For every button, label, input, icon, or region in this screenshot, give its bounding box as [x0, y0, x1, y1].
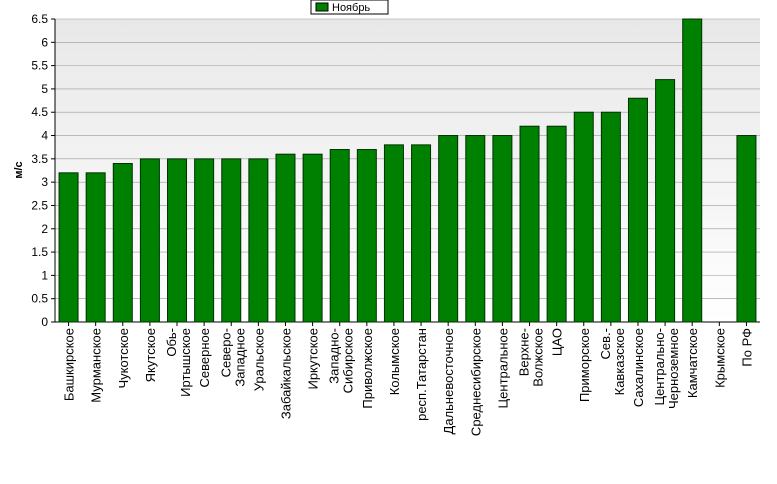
x-tick-label: Уральское: [251, 328, 266, 391]
x-tick-label-line: Иртышское: [178, 328, 193, 397]
x-tick-label: Якутское: [143, 328, 158, 382]
legend-label: Ноябрь: [332, 2, 370, 14]
y-tick-label: 5.5: [31, 59, 48, 73]
x-tick-label-line: Сев.-: [598, 328, 613, 359]
y-tick-label: 1.5: [31, 245, 48, 259]
x-tick-label: Сев.-Кавказское: [598, 328, 627, 395]
bar: [627, 97, 648, 323]
x-tick-label: Сахалинское: [631, 328, 646, 407]
bar: [85, 172, 106, 323]
bar: [519, 125, 540, 323]
bar: [356, 149, 377, 323]
bar: [302, 153, 323, 323]
bar: [682, 18, 703, 323]
bar: [573, 111, 594, 323]
x-tick-label-line: Волжское: [531, 328, 546, 387]
x-tick-label: Дальневосточное: [441, 328, 456, 434]
bar: [58, 172, 79, 323]
x-tick-label: Западно-Сибирское: [327, 328, 356, 393]
plot-area: [55, 19, 760, 322]
bar: [411, 144, 432, 323]
x-tick-label: Приморское: [577, 328, 592, 402]
x-tick-label: Крымское: [712, 328, 727, 388]
legend-box: [310, 0, 389, 15]
x-tick-label: Мурманское: [89, 328, 104, 403]
bar: [465, 135, 486, 323]
y-tick-label: 4.5: [31, 105, 48, 119]
bar: [383, 144, 404, 323]
x-tick-label-line: Обь-: [164, 328, 179, 357]
y-tick-label: 0: [41, 315, 48, 329]
x-tick-label: Обь-Иртышское: [164, 328, 193, 397]
y-tick-label: 3.5: [31, 152, 48, 166]
x-tick-label-line: Западное: [232, 328, 247, 387]
bar: [248, 158, 269, 323]
y-tick-label: 2: [41, 222, 48, 236]
x-tick-label: Приволжское: [360, 328, 375, 409]
x-tick-label-line: Северо-: [218, 328, 233, 377]
x-tick-label-line: Западно-: [327, 328, 342, 384]
legend-swatch: [315, 2, 329, 12]
bar: [329, 149, 350, 323]
y-axis-label: м/с: [13, 161, 25, 178]
bar: [221, 158, 242, 323]
x-tick-label: ЦАО: [550, 328, 565, 356]
bar: [275, 153, 296, 323]
x-tick-label-line: Черноземное: [666, 328, 681, 409]
bar: [492, 135, 513, 323]
x-tick-label: По РФ: [739, 328, 754, 367]
x-tick-label: Верхне-Волжское: [517, 328, 546, 387]
x-tick-label: Забайкальское: [278, 328, 293, 419]
y-tick-label: 6: [41, 35, 48, 49]
x-tick-label: Башкирское: [62, 328, 77, 401]
x-tick-label: Камчатское: [685, 328, 700, 398]
y-tick-label: 5: [41, 82, 48, 96]
bar: [167, 158, 188, 323]
x-tick-label-line: Кавказское: [612, 328, 627, 395]
x-tick-label: Среднесибирское: [468, 328, 483, 436]
y-tick-label: 1: [41, 268, 48, 282]
x-tick-label: Колымское: [387, 328, 402, 395]
bar: [600, 111, 621, 323]
x-tick-label: Центрально-Черноземное: [652, 328, 681, 409]
bar: [546, 125, 567, 323]
x-tick-label: респ.Татарстан: [414, 328, 429, 421]
bar: [112, 163, 133, 323]
bar: [655, 79, 676, 323]
bar: [736, 135, 757, 323]
x-tick-label: Северо-Западное: [218, 328, 247, 387]
x-tick-label-line: Центрально-: [652, 328, 667, 406]
bar: [194, 158, 215, 323]
y-tick-label: 2.5: [31, 198, 48, 212]
x-tick-label: Центральное: [495, 328, 510, 408]
y-tick-label: 4: [41, 129, 48, 143]
x-tick-label-line: Сибирское: [341, 328, 356, 393]
bar: [139, 158, 160, 323]
bar: [438, 135, 459, 323]
y-tick-label: 3: [41, 175, 48, 189]
x-tick-label: Иркутское: [306, 328, 321, 390]
x-tick-label: Северное: [197, 328, 212, 387]
y-tick-label: 6.5: [31, 12, 48, 26]
x-tick-label: Чукотское: [116, 328, 131, 389]
x-tick-label-line: Верхне-: [517, 328, 532, 376]
legend: Ноябрь: [310, 0, 389, 15]
y-tick-label: 0.5: [31, 292, 48, 306]
